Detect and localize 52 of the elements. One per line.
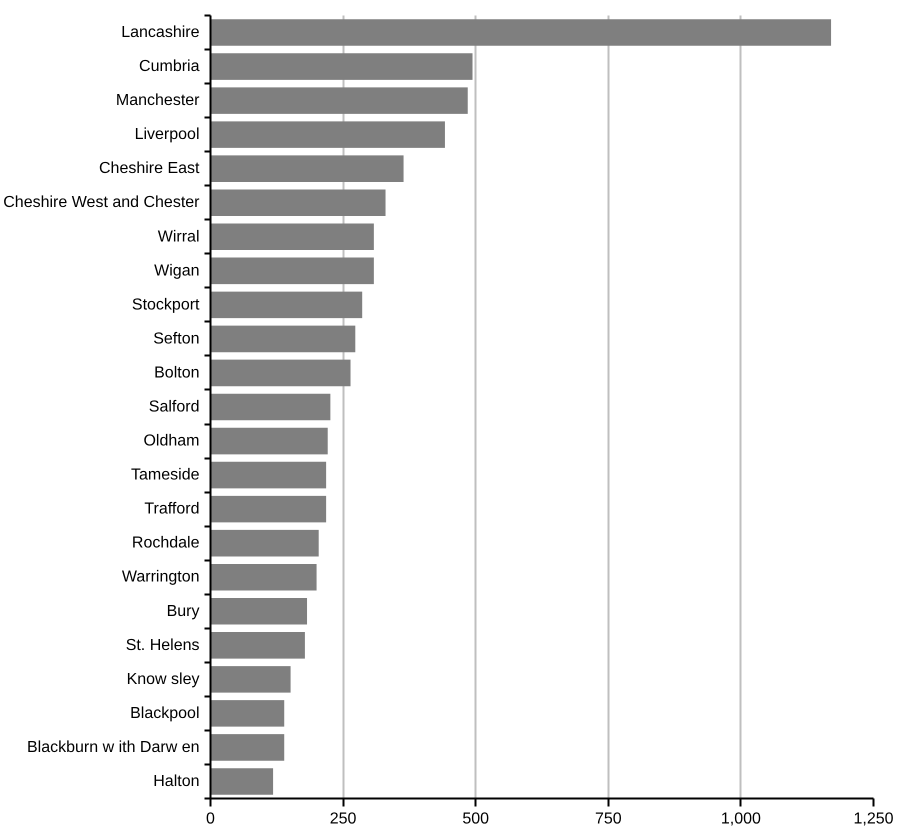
x-tick-label: 1,250 [853, 810, 894, 826]
bar [210, 292, 362, 318]
y-tick-label: Wigan [154, 262, 200, 280]
bar [210, 768, 274, 795]
bar [210, 155, 404, 182]
y-tick-label: Know sley [126, 670, 200, 688]
bar [210, 564, 317, 590]
y-tick-label: Cheshire East [99, 160, 200, 178]
bar [210, 53, 473, 80]
bar [210, 598, 308, 625]
y-tick-label: Liverpool [134, 126, 200, 144]
x-tick-label: 0 [206, 810, 216, 826]
bar [210, 326, 356, 352]
bar [210, 394, 330, 420]
bar [210, 530, 319, 556]
bar [210, 462, 326, 488]
bar [210, 19, 832, 46]
bar [210, 360, 351, 386]
y-tick-label: Wirral [158, 228, 200, 246]
y-tick-label: Trafford [144, 500, 200, 518]
bar [210, 734, 284, 761]
bar [210, 87, 468, 114]
y-tick-label: Bolton [154, 364, 200, 382]
bar [210, 258, 374, 284]
bar [210, 666, 291, 693]
y-tick-label: Bury [166, 602, 200, 620]
y-tick-label: Sefton [153, 330, 200, 348]
y-tick-label: Tameside [131, 466, 200, 484]
bar [210, 632, 305, 659]
y-tick-label: Manchester [116, 92, 200, 110]
x-tick-label: 1,000 [720, 810, 762, 826]
x-tick-label: 750 [594, 810, 622, 826]
bar [210, 224, 374, 250]
y-tick-label: Rochdale [132, 534, 200, 552]
x-tick-label: 500 [462, 810, 490, 826]
bar [210, 428, 328, 454]
x-tick-label: 250 [330, 810, 357, 826]
y-tick-label: St. Helens [126, 636, 200, 654]
y-tick-label: Lancashire [121, 24, 200, 42]
y-tick-label: Salford [148, 398, 200, 416]
y-tick-label: Blackburn w ith Darw en [26, 738, 200, 756]
y-tick-label: Cheshire West and Chester [3, 194, 200, 212]
y-tick-label: Stockport [132, 296, 200, 314]
bar [210, 121, 445, 148]
y-tick-label: Oldham [143, 432, 200, 450]
y-tick-label: Cumbria [139, 58, 200, 76]
bar [210, 700, 284, 727]
bar [210, 496, 326, 522]
y-tick-label: Warrington [122, 568, 200, 586]
y-tick-label: Halton [153, 772, 200, 790]
y-tick-label: Blackpool [130, 704, 200, 722]
bar [210, 189, 386, 216]
